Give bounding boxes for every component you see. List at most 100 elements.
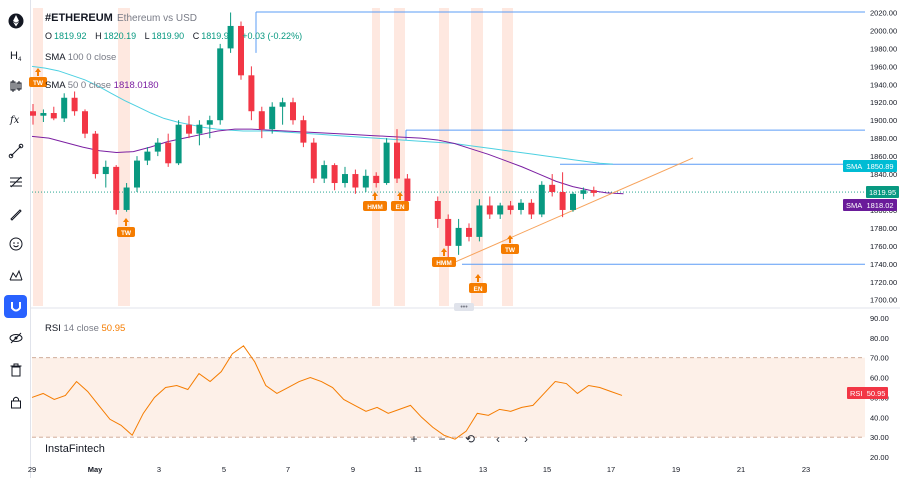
trash-icon[interactable] [4, 358, 27, 381]
signal-badge-label: EN [473, 286, 482, 293]
candle-body [154, 142, 161, 152]
candle-body [175, 124, 182, 164]
magnet-icon[interactable] [4, 295, 27, 318]
candle-body [82, 111, 88, 134]
sma100-params: 100 0 close [67, 52, 117, 63]
patterns-icon[interactable] [4, 263, 27, 286]
candle-body [238, 25, 244, 76]
time-axis-tick-label: 3 [157, 465, 161, 474]
candle-body [186, 124, 192, 134]
signal-badge [117, 227, 135, 237]
indicators-icon[interactable]: fx [4, 107, 27, 130]
ohlc-legend: O 1819.92 H 1820.19 L 1819.90 C 1819.95 +0.0… [45, 31, 308, 41]
sma50-price-tag: SMA 1818.02 [843, 199, 897, 211]
candle-body [165, 142, 172, 164]
rsi-axis-tick-label: 60.00 [870, 374, 889, 383]
signal-zone-highlight [33, 8, 43, 306]
rsi-axis-tick-label: 20.00 [870, 453, 889, 462]
signal-zone-highlight [502, 8, 513, 306]
svg-text:fx: fx [9, 115, 20, 126]
sma50-line [31, 128, 624, 195]
signal-badge [391, 201, 409, 211]
rsi-axis-tick-label: 40.00 [870, 413, 889, 422]
price-axis-tick-label: 1860.00 [870, 152, 897, 161]
rsi-name: RSI [45, 323, 61, 334]
zoom-in-button[interactable]: + [410, 432, 418, 446]
rsi-params: 14 close [63, 323, 99, 334]
rsi-line [31, 345, 623, 440]
price-axis-tick-label: 1920.00 [870, 98, 897, 107]
candle-body [549, 184, 556, 193]
candle-body [331, 165, 338, 184]
signal-badge [501, 244, 519, 254]
candle-body [559, 192, 566, 210]
signal-badge [469, 283, 487, 293]
lock-icon[interactable] [4, 390, 27, 413]
reset-button[interactable]: ⟲ [464, 432, 476, 446]
candle-body [518, 202, 524, 210]
rsi-legend[interactable]: RSI 14 close 50.95 [45, 323, 125, 334]
candle-body [590, 190, 597, 193]
time-axis-tick-label: 13 [479, 465, 487, 474]
candle-body [123, 187, 130, 210]
brush-icon[interactable] [4, 202, 27, 225]
candle-body [321, 165, 328, 179]
rsi-value: 50.95 [101, 323, 126, 334]
signal-zone-highlight [439, 8, 449, 306]
chart-navigation: + − ⟲ ‹ › [401, 428, 543, 450]
trend-line-icon[interactable] [4, 139, 27, 162]
sma100-legend[interactable]: SMA 100 0 close [45, 52, 116, 63]
candle-body [279, 102, 286, 107]
candle-body [434, 200, 441, 219]
svg-text:H: H [10, 50, 18, 62]
candle-body [113, 166, 120, 210]
low-value: 1819.90 [151, 31, 185, 41]
price-axis-tick-label: 2000.00 [870, 26, 897, 35]
time-axis-tick-label: 15 [543, 465, 551, 474]
emoji-icon[interactable] [4, 232, 27, 255]
scroll-right-button[interactable]: › [524, 432, 528, 446]
signal-arrow-icon [507, 235, 513, 243]
ethereum-logo-icon[interactable] [4, 9, 27, 32]
signal-badge [29, 77, 47, 87]
time-axis-tick-label: 7 [286, 465, 290, 474]
time-axis-tick-label: 5 [222, 465, 226, 474]
sma50-params: 50 0 close [67, 80, 112, 91]
zoom-out-button[interactable]: − [438, 432, 446, 446]
candle-body [476, 205, 483, 237]
open-label: O [45, 31, 53, 41]
hide-icon[interactable] [4, 326, 27, 349]
signal-arrow-icon [123, 218, 129, 226]
candle-body [258, 111, 265, 130]
candle-body [310, 142, 317, 179]
candle-body [134, 160, 140, 188]
time-axis-tick-label: 11 [414, 465, 422, 474]
time-axis-tick-label: 9 [351, 465, 355, 474]
price-axis-tick-label: 1780.00 [870, 224, 897, 233]
change-value: +0.03 (-0.22%) [242, 31, 303, 41]
candle-body [373, 175, 380, 184]
candle-body [342, 174, 348, 184]
candle-body [466, 227, 472, 237]
signal-arrow-icon [475, 274, 481, 282]
rsi-axis-tick-label: 90.00 [870, 314, 889, 323]
candle-body [445, 218, 452, 246]
svg-text:4: 4 [18, 57, 22, 63]
signal-badge-label: EN [395, 204, 404, 211]
candle-body [383, 142, 390, 184]
scroll-left-button[interactable]: ‹ [496, 432, 500, 446]
sma100-price-tag: SMA 1850.89 [843, 160, 897, 172]
candle-body [269, 106, 276, 130]
price-axis-tick-label: 1840.00 [870, 170, 897, 179]
time-axis-tick-label: May [88, 465, 103, 474]
pane-resize-handle[interactable]: ••• [454, 303, 474, 311]
sma50-legend[interactable]: SMA 50 0 close 1818.0180 [45, 80, 159, 91]
candle-body [300, 120, 307, 143]
ascending-trendline [450, 157, 694, 265]
fib-icon[interactable] [4, 170, 27, 193]
signal-badge-label: TW [505, 247, 516, 254]
candles-icon[interactable] [4, 74, 27, 97]
price-axis-tick-label: 1760.00 [870, 242, 897, 251]
